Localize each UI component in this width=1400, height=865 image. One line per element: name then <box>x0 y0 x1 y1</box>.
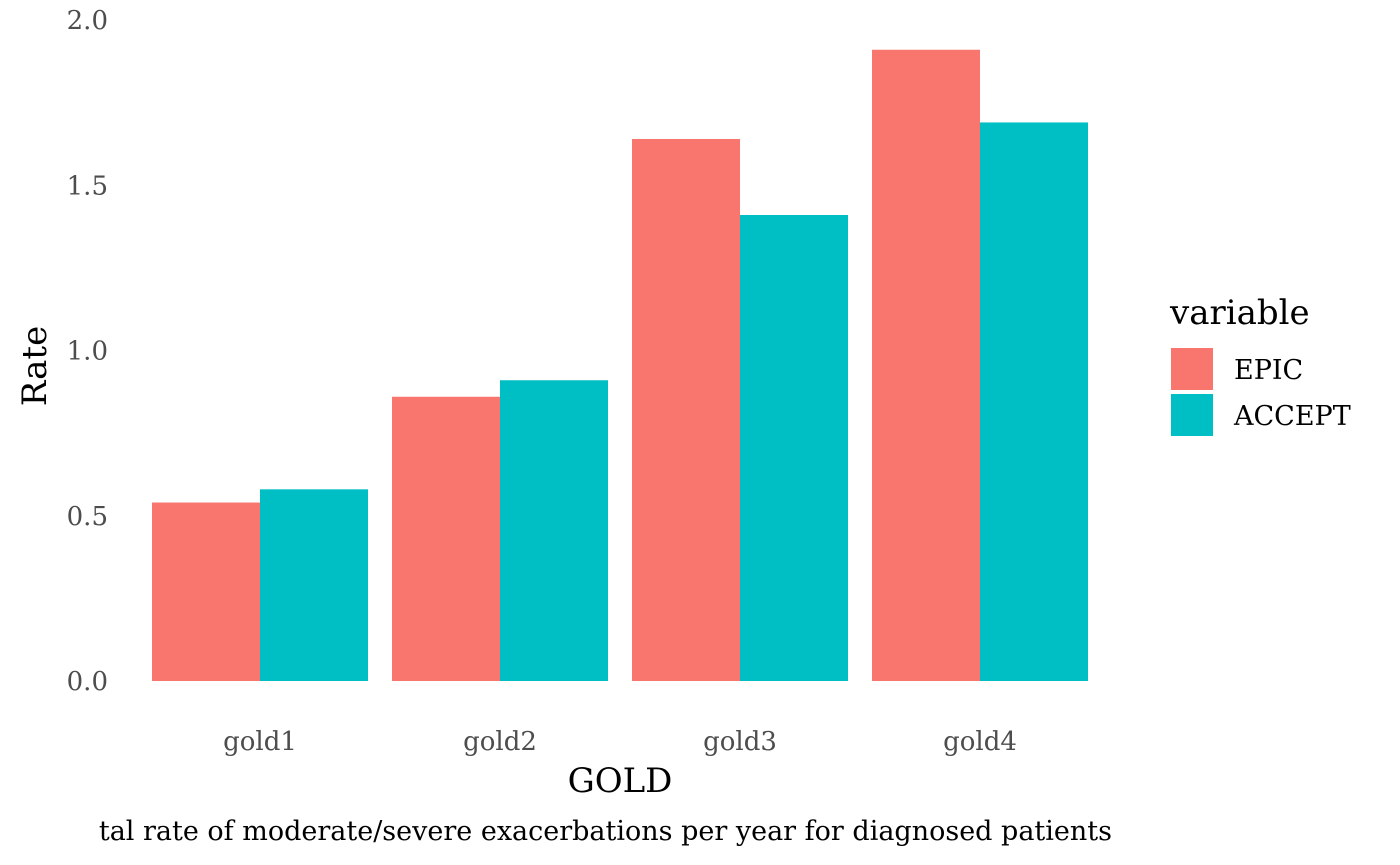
bar-epic-gold4 <box>872 49 980 682</box>
bar-epic-gold3 <box>632 138 740 682</box>
y-axis-ticks: 0.0 0.5 1.0 1.5 2.0 <box>67 6 108 697</box>
legend-key-accept <box>1171 394 1213 436</box>
y-tick-label: 0.0 <box>67 667 108 697</box>
legend-label-epic: EPIC <box>1234 355 1303 386</box>
legend-key-epic <box>1171 348 1213 390</box>
bar-accept-gold1 <box>260 489 368 681</box>
legend-title: variable <box>1169 293 1310 333</box>
bar-accept-gold3 <box>740 214 848 681</box>
bars <box>152 49 1088 682</box>
legend-label-accept: ACCEPT <box>1233 401 1351 432</box>
chart-caption: tal rate of moderate/severe exacerbation… <box>99 816 1112 847</box>
x-tick-label: gold2 <box>463 727 537 757</box>
legend: variable EPIC ACCEPT <box>1169 293 1351 436</box>
legend-items: EPIC ACCEPT <box>1171 348 1351 436</box>
bar-epic-gold1 <box>152 502 260 681</box>
y-tick-label: 1.0 <box>67 337 108 367</box>
y-tick-label: 2.0 <box>67 6 108 36</box>
x-axis-title: GOLD <box>568 761 673 801</box>
bar-accept-gold4 <box>980 122 1088 681</box>
bar-accept-gold2 <box>500 380 608 681</box>
y-axis-title: Rate <box>15 326 55 406</box>
y-tick-label: 0.5 <box>67 502 108 532</box>
x-tick-label: gold3 <box>703 727 777 757</box>
y-tick-label: 1.5 <box>67 171 108 201</box>
x-tick-label: gold1 <box>223 727 297 757</box>
x-axis-ticks: gold1 gold2 gold3 gold4 <box>223 727 1017 757</box>
x-tick-label: gold4 <box>943 727 1017 757</box>
bar-epic-gold2 <box>392 396 500 681</box>
